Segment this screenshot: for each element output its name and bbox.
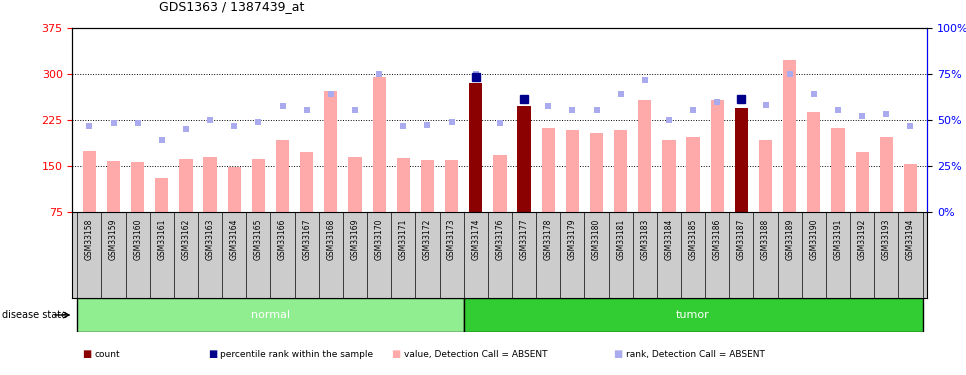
Bar — [445, 160, 458, 212]
Text: GSM33165: GSM33165 — [254, 219, 263, 260]
Text: GSM33168: GSM33168 — [327, 219, 335, 260]
Bar — [856, 152, 868, 212]
Text: ■: ■ — [82, 350, 92, 359]
Text: GSM33194: GSM33194 — [906, 219, 915, 260]
Bar — [542, 128, 554, 212]
Text: GSM33184: GSM33184 — [665, 219, 673, 260]
Text: GSM33167: GSM33167 — [302, 219, 311, 260]
Bar — [494, 155, 506, 212]
Bar — [156, 178, 168, 212]
Text: GSM33172: GSM33172 — [423, 219, 432, 260]
Text: ■: ■ — [391, 350, 401, 359]
Bar — [759, 140, 772, 212]
Bar — [276, 140, 289, 212]
Text: ■: ■ — [613, 350, 623, 359]
Bar — [107, 161, 120, 212]
Bar — [808, 112, 820, 212]
Bar — [518, 106, 530, 212]
Text: GSM33179: GSM33179 — [568, 219, 577, 260]
Bar — [663, 140, 675, 212]
Text: GSM33161: GSM33161 — [157, 219, 166, 260]
Text: GSM33164: GSM33164 — [230, 219, 239, 260]
Bar — [639, 100, 651, 212]
Text: GSM33163: GSM33163 — [206, 219, 214, 260]
Text: GSM33191: GSM33191 — [834, 219, 842, 260]
Bar — [300, 152, 313, 212]
Text: GSM33181: GSM33181 — [616, 219, 625, 260]
Bar — [735, 108, 748, 212]
Text: GSM33189: GSM33189 — [785, 219, 794, 260]
Text: disease state: disease state — [2, 310, 67, 320]
Text: tumor: tumor — [676, 310, 710, 320]
Text: GSM33193: GSM33193 — [882, 219, 891, 260]
Bar — [783, 60, 796, 212]
Text: GSM33171: GSM33171 — [399, 219, 408, 260]
Bar — [711, 100, 724, 212]
Text: GSM33169: GSM33169 — [351, 219, 359, 260]
Text: GSM33177: GSM33177 — [520, 219, 528, 260]
Bar — [131, 162, 144, 212]
Text: GSM33174: GSM33174 — [471, 219, 480, 260]
Text: GSM33173: GSM33173 — [447, 219, 456, 260]
Bar — [77, 298, 464, 332]
Bar — [397, 158, 410, 212]
Bar — [832, 128, 844, 212]
Text: GSM33180: GSM33180 — [592, 219, 601, 260]
Text: rank, Detection Call = ABSENT: rank, Detection Call = ABSENT — [626, 350, 765, 359]
Bar — [614, 130, 627, 212]
Text: GSM33176: GSM33176 — [496, 219, 504, 260]
Bar — [566, 130, 579, 212]
Text: count: count — [95, 350, 121, 359]
Text: GSM33160: GSM33160 — [133, 219, 142, 260]
Bar — [687, 136, 699, 212]
Bar — [373, 77, 385, 212]
Bar — [349, 157, 361, 212]
Bar — [464, 298, 923, 332]
Bar — [83, 151, 96, 212]
Text: GSM33187: GSM33187 — [737, 219, 746, 260]
Text: GDS1363 / 1387439_at: GDS1363 / 1387439_at — [159, 0, 304, 13]
Text: GSM33188: GSM33188 — [761, 219, 770, 260]
Text: ■: ■ — [208, 350, 217, 359]
Text: GSM33192: GSM33192 — [858, 219, 867, 260]
Text: GSM33166: GSM33166 — [278, 219, 287, 260]
Bar — [228, 167, 241, 212]
Text: GSM33178: GSM33178 — [544, 219, 553, 260]
Bar — [204, 157, 216, 212]
Text: GSM33159: GSM33159 — [109, 219, 118, 260]
Text: GSM33162: GSM33162 — [182, 219, 190, 260]
Bar — [252, 159, 265, 212]
Text: percentile rank within the sample: percentile rank within the sample — [220, 350, 374, 359]
Text: GSM33190: GSM33190 — [810, 219, 818, 260]
Text: GSM33185: GSM33185 — [689, 219, 697, 260]
Bar — [421, 160, 434, 212]
Text: GSM33158: GSM33158 — [85, 219, 94, 260]
Bar — [469, 83, 482, 212]
Text: GSM33183: GSM33183 — [640, 219, 649, 260]
Bar — [325, 91, 337, 212]
Text: GSM33170: GSM33170 — [375, 219, 384, 260]
Text: value, Detection Call = ABSENT: value, Detection Call = ABSENT — [404, 350, 548, 359]
Text: GSM33186: GSM33186 — [713, 219, 722, 260]
Bar — [904, 164, 917, 212]
Bar — [880, 136, 893, 212]
Bar — [180, 159, 192, 212]
Bar — [590, 134, 603, 212]
Text: normal: normal — [251, 310, 290, 320]
